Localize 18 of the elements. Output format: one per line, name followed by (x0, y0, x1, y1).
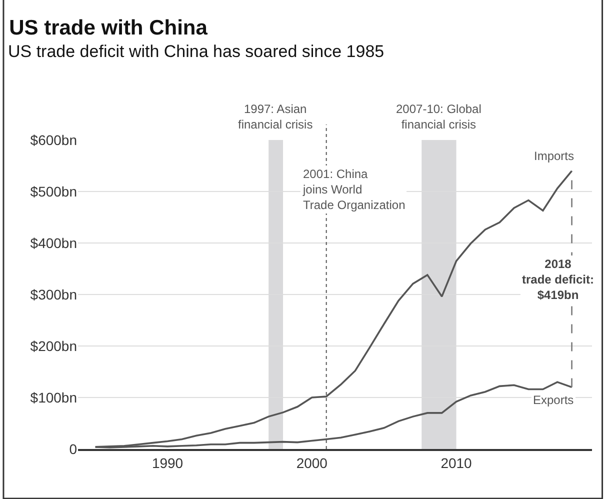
y-tick-label: $200bn (30, 338, 77, 354)
series-label: Exports (533, 393, 574, 407)
x-tick-label: 2010 (440, 454, 472, 471)
y-tick-label: $100bn (30, 389, 77, 406)
x-tick-label: 2000 (296, 454, 328, 471)
y-tick-label: $600bn (30, 132, 77, 148)
series-label: Imports (534, 149, 574, 163)
annotation: 2018 trade deficit: $419bn (522, 257, 594, 302)
y-tick-label: $400bn (30, 234, 77, 251)
band-label: 1997: Asian financial crisis (238, 102, 313, 132)
x-tick-label: 1990 (152, 454, 184, 471)
ref-line-label: 2001: China joins World Trade Organization (302, 167, 406, 212)
chart-subtitle: US trade deficit with China has soared since 1985 (8, 42, 384, 61)
band-label: 2007-10: Global financial crisis (396, 102, 482, 132)
y-tick-label: $300bn (30, 286, 77, 302)
y-tick-label: 0 (69, 440, 78, 457)
chart-title: US trade with China (9, 16, 208, 40)
y-tick-label: $500bn (30, 183, 77, 200)
